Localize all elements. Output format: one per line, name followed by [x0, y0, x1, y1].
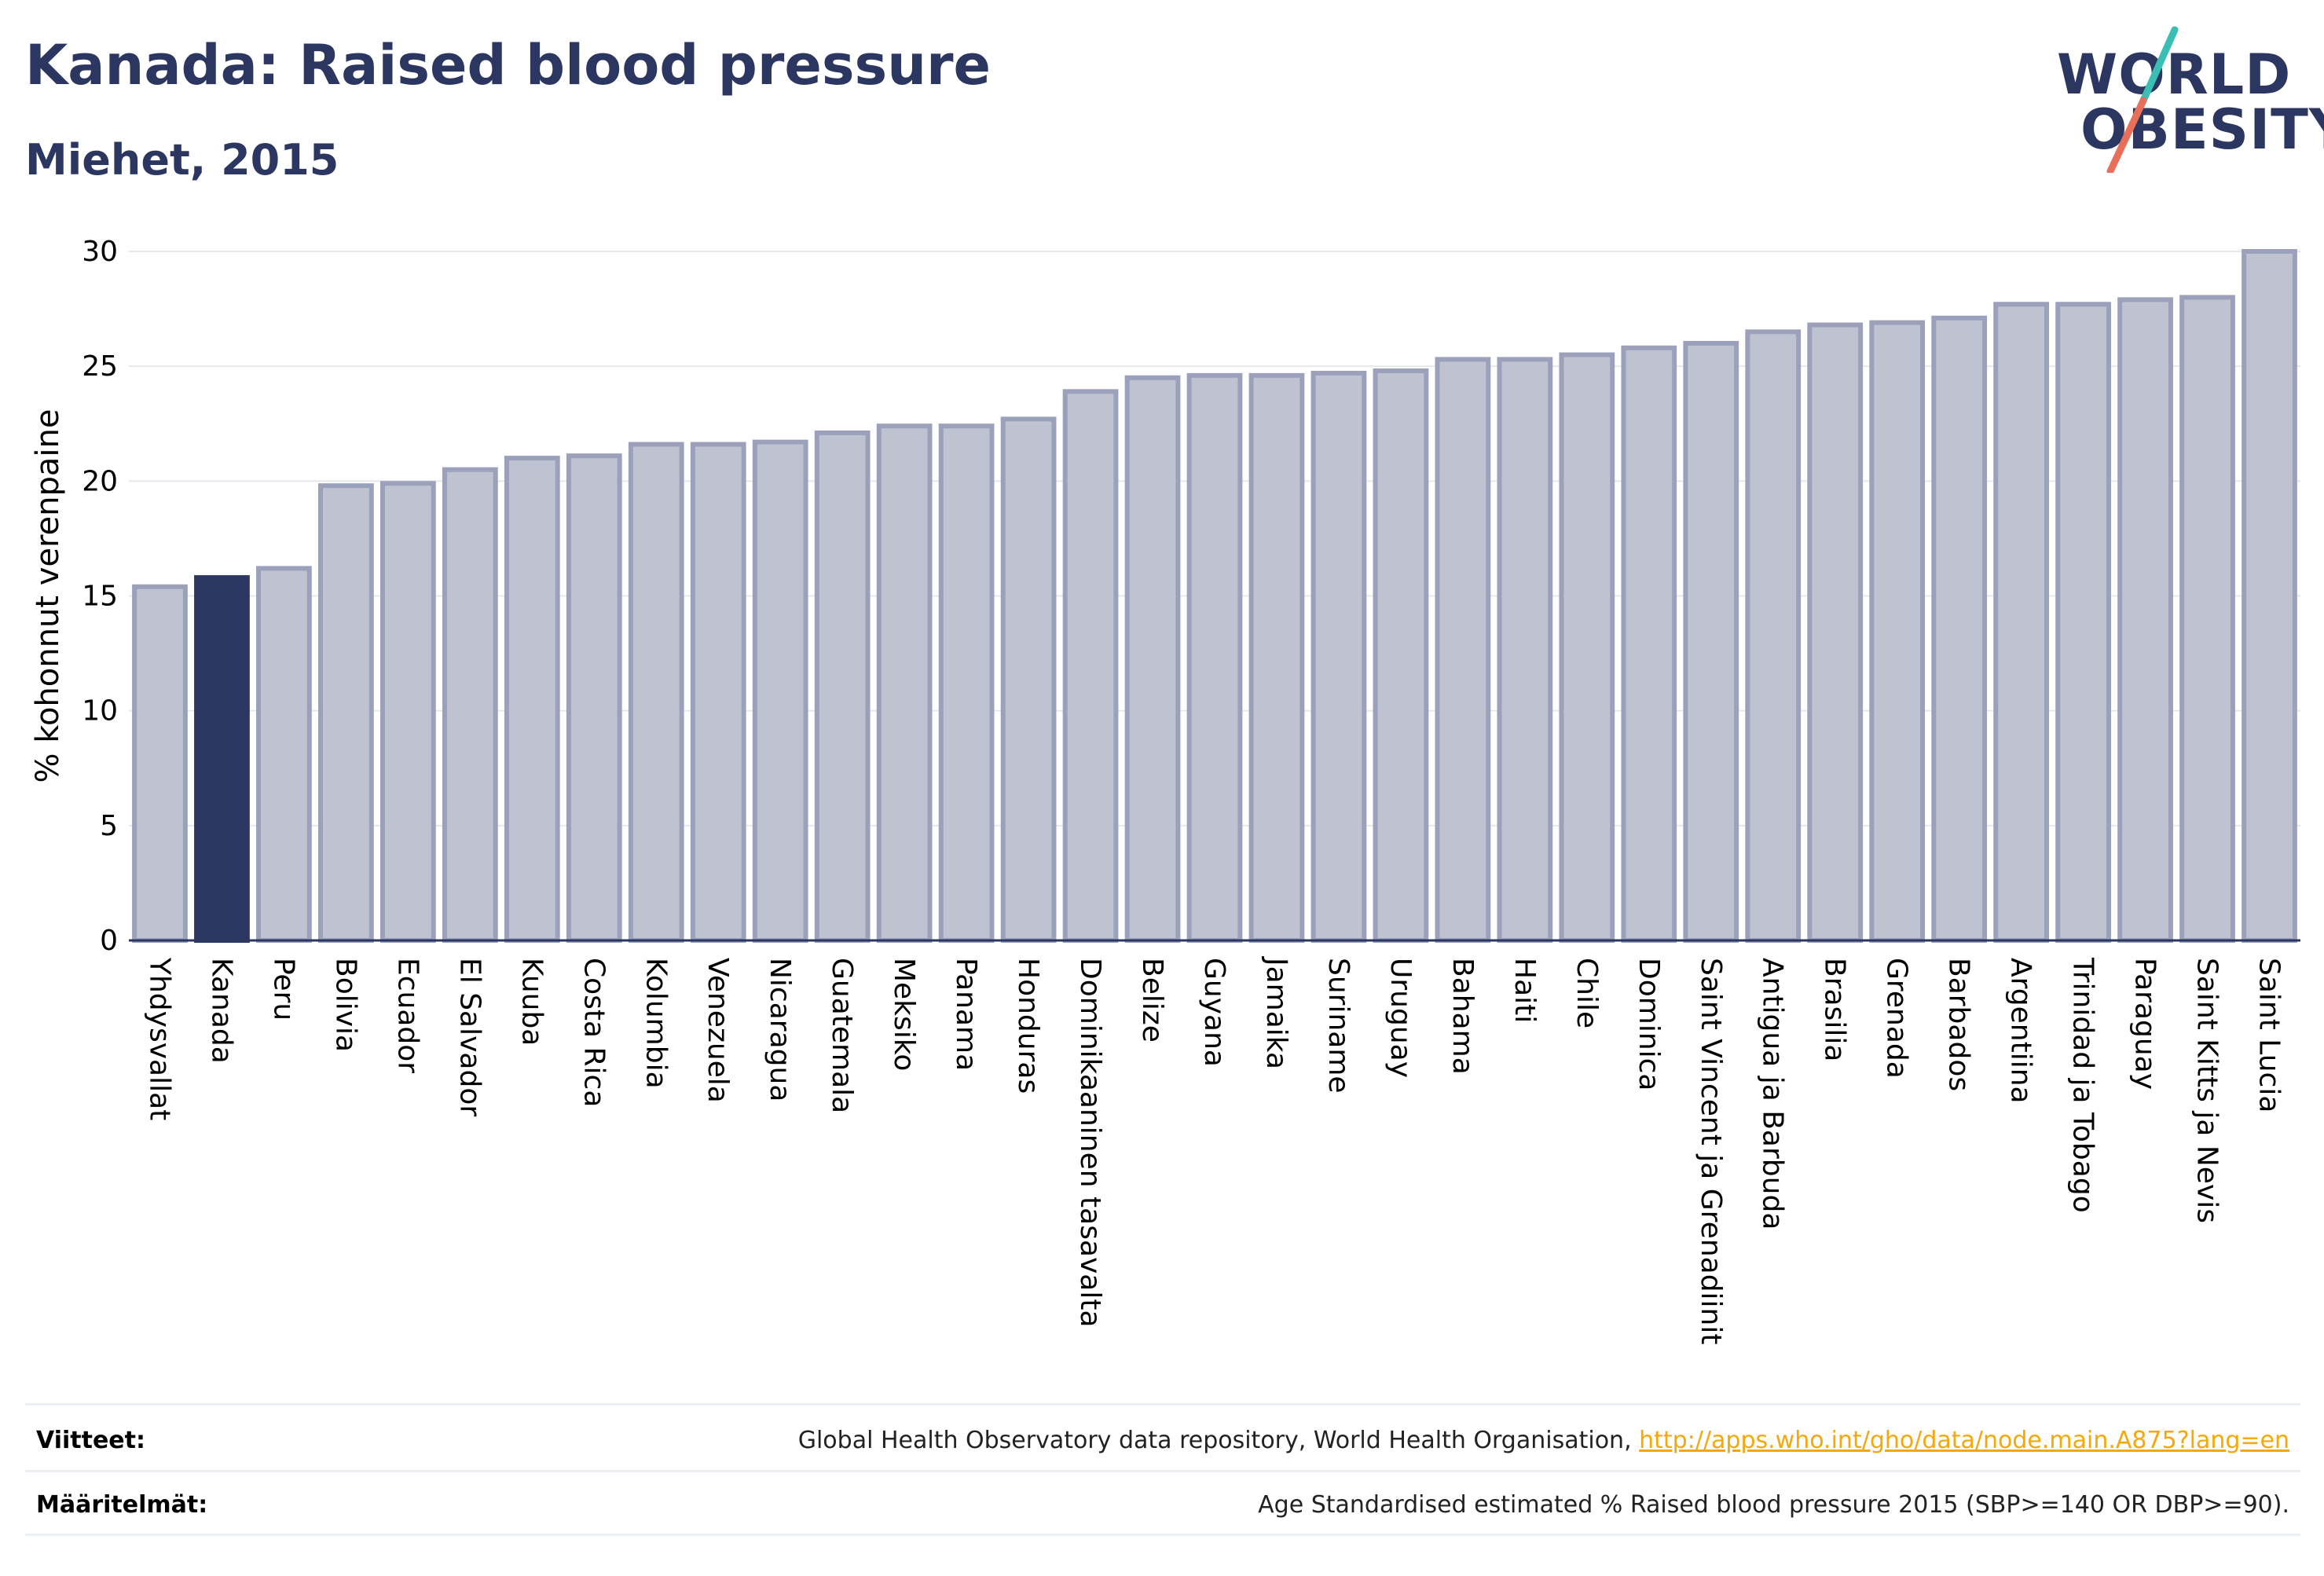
- bar: [1745, 329, 1802, 944]
- x-tick-label: Bahama: [1446, 958, 1479, 1075]
- bar: [504, 456, 560, 943]
- x-tick-label: Dominikaaninen tasavalta: [1074, 958, 1106, 1328]
- x-tick-label: El Salvador: [453, 958, 486, 1116]
- x-tick-label: Panama: [950, 958, 982, 1071]
- footer-divider-bottom: [25, 1534, 2300, 1536]
- bar: [876, 423, 933, 943]
- bar: [566, 453, 622, 943]
- bar: [1807, 322, 1864, 943]
- x-tick-label: Honduras: [1012, 958, 1044, 1094]
- bar: [1373, 368, 1429, 944]
- bar: [1931, 315, 1988, 943]
- x-tick-label: Venezuela: [702, 958, 734, 1103]
- x-tick-label: Jamaika: [1260, 956, 1292, 1069]
- x-tick-label: Bolivia: [329, 958, 361, 1052]
- bar: [1869, 320, 1926, 943]
- x-tick-label: Kanada: [205, 958, 237, 1064]
- x-tick-label: Kolumbia: [640, 958, 672, 1089]
- bar: [1248, 372, 1305, 943]
- bar-chart: 0 5 10 15 20 25 30 % kohonnut verenpaine Yhdysva…: [30, 236, 2300, 1345]
- y-tick-label: 25: [82, 350, 118, 383]
- y-tick-label: 30: [82, 236, 118, 268]
- bar: [628, 442, 684, 943]
- bar: [1683, 340, 1739, 943]
- x-tick-label: Grenada: [1881, 958, 1913, 1079]
- y-tick-label: 15: [82, 581, 118, 613]
- x-tick-label: Nicaragua: [764, 958, 796, 1101]
- bar: [1435, 357, 1491, 943]
- sources-description: Global Health Observatory data repositor…: [797, 1426, 1640, 1454]
- x-tick-label: Chile: [1571, 958, 1603, 1028]
- y-tick-label: 20: [82, 465, 118, 497]
- sources-link[interactable]: http://apps.who.int/gho/data/node.main.A…: [1639, 1426, 2289, 1454]
- x-tick-label: Costa Rica: [577, 958, 610, 1107]
- x-tick-label: Saint Lucia: [2253, 958, 2286, 1112]
- x-tick-label: Peru: [267, 958, 299, 1021]
- bar: [938, 423, 995, 943]
- bar: [2055, 302, 2111, 943]
- x-tick-label: Suriname: [1322, 958, 1354, 1094]
- sources-text: Global Health Observatory data repositor…: [798, 1427, 2300, 1454]
- bar: [2117, 297, 2173, 943]
- bar: [1310, 370, 1367, 944]
- bar: [1000, 416, 1057, 943]
- y-tick-label: 10: [82, 695, 118, 728]
- x-tick-label: Kuuba: [515, 958, 548, 1046]
- x-tick-label: Uruguay: [1384, 958, 1417, 1078]
- bar: [1621, 345, 1677, 943]
- bar: [2242, 249, 2297, 943]
- bar: [1559, 352, 1615, 943]
- x-tick-label: Haiti: [1508, 958, 1541, 1023]
- x-tick-label: Barbados: [1943, 958, 1975, 1091]
- world-obesity-logo: WORLD OBESITY: [2051, 24, 2324, 173]
- y-axis-label: % kohonnut verenpaine: [30, 409, 66, 783]
- chart-subtitle: Miehet, 2015: [25, 135, 339, 185]
- x-tick-label: Argentiina: [2005, 958, 2037, 1104]
- bar: [1993, 302, 2050, 943]
- bar: [442, 467, 498, 943]
- x-tick-label: Paraguay: [2129, 958, 2161, 1090]
- bar: [1186, 372, 1243, 943]
- x-tick-label: Ecuador: [391, 958, 423, 1073]
- bar: [194, 575, 250, 943]
- y-tick-label: 5: [100, 810, 118, 842]
- footer-divider-top: [25, 1403, 2300, 1406]
- definitions-text: Age Standardised estimated % Raised bloo…: [1258, 1490, 2289, 1519]
- bar: [1497, 357, 1553, 943]
- bar: [2179, 295, 2235, 943]
- x-tick-label: Dominica: [1633, 958, 1665, 1091]
- bar: [752, 439, 808, 943]
- x-tick-label: Meksiko: [888, 958, 920, 1071]
- x-tick-label: Saint Vincent ja Grenadiinit: [1695, 958, 1727, 1345]
- x-tick-label: Guyana: [1198, 958, 1230, 1067]
- definitions-label: Määritelmät:: [36, 1490, 208, 1519]
- x-tick-label: Yhdysvallat: [143, 957, 175, 1120]
- bar: [1062, 389, 1119, 944]
- bar: [318, 483, 374, 943]
- bar: [132, 584, 188, 943]
- logo-slash-icon: [2106, 26, 2179, 173]
- x-tick-label: Antigua ja Barbuda: [1757, 958, 1789, 1230]
- x-tick-label: Guatemala: [826, 958, 858, 1113]
- chart-title: Kanada: Raised blood pressure: [25, 33, 992, 97]
- bar: [1124, 375, 1181, 943]
- y-tick-label: 0: [100, 925, 118, 957]
- bar: [690, 442, 746, 943]
- x-tick-label: Trinidad ja Tobago: [2067, 957, 2099, 1213]
- sources-label: Viitteet:: [36, 1426, 145, 1454]
- definitions-row: Määritelmät: Age Standardised estimated …: [25, 1474, 2300, 1535]
- bar: [256, 566, 312, 943]
- x-tick-label: Saint Kitts ja Nevis: [2191, 958, 2223, 1223]
- x-tick-label: Brasilia: [1819, 958, 1851, 1061]
- footer-divider-middle: [25, 1470, 2300, 1472]
- logo-line-1: WORLD: [2057, 42, 2292, 107]
- bar: [814, 430, 871, 943]
- bar: [379, 481, 436, 943]
- x-tick-label: Belize: [1136, 958, 1168, 1043]
- sources-row: Viitteet: Global Health Observatory data…: [25, 1409, 2300, 1471]
